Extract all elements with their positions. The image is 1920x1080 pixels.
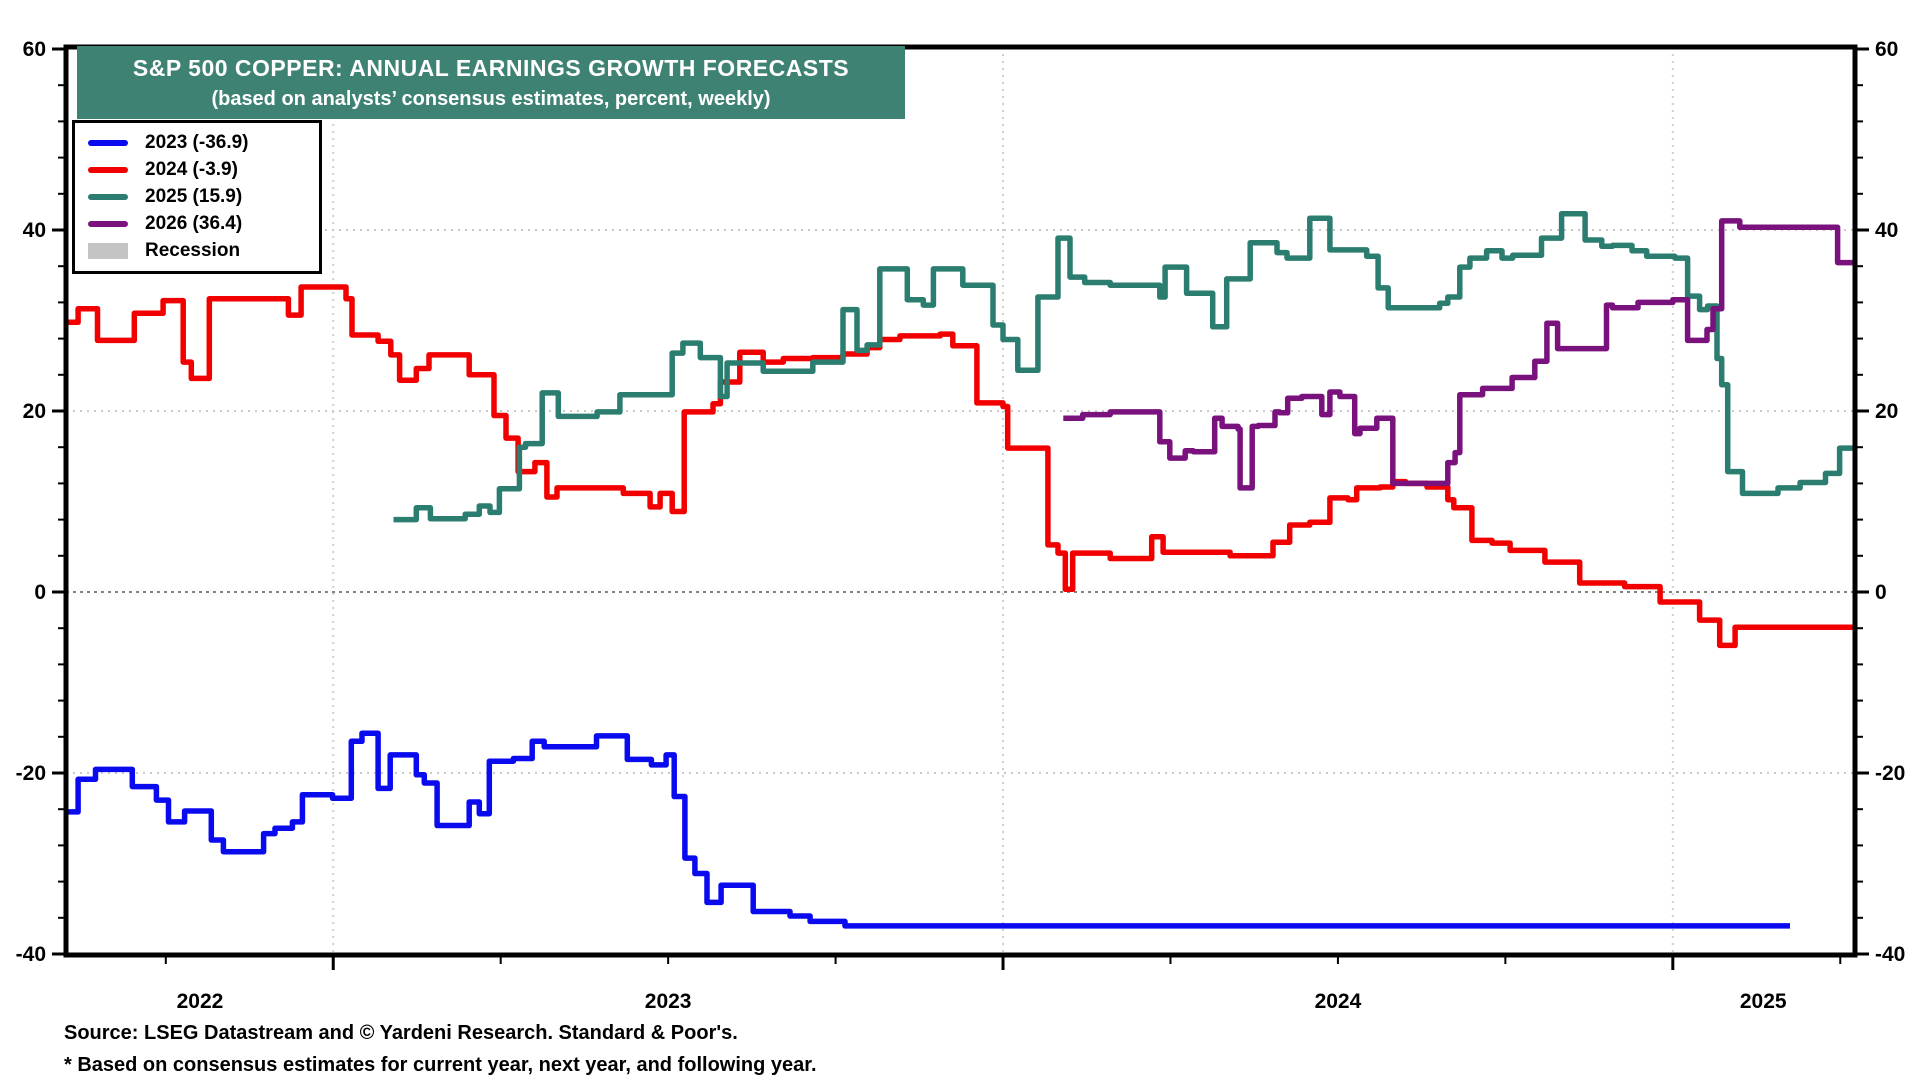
y-axis-label-left: -20 <box>16 762 46 785</box>
plot-border <box>63 44 1858 958</box>
recession-swatch <box>88 242 128 259</box>
legend-label: 2025 (15.9) <box>145 185 243 207</box>
chart-legend: 2023 (-36.9) 2024 (-3.9) 2025 (15.9) 2026 (… <box>72 120 322 274</box>
x-axis-label-2022: 2022 <box>177 990 224 1013</box>
legend-label: 2026 (36.4) <box>145 212 243 234</box>
x-axis-label-2023: 2023 <box>645 990 692 1013</box>
legend-line-swatch <box>88 166 128 173</box>
legend-line-swatch <box>88 193 128 200</box>
legend-line-swatch <box>88 220 128 227</box>
y-axis-label-right: 40 <box>1875 219 1898 242</box>
x-axis-label-2025: 2025 <box>1740 990 1787 1013</box>
legend-label: 2024 (-3.9) <box>145 158 238 180</box>
legend-line-swatch <box>88 139 128 146</box>
y-axis-label-left: 60 <box>23 38 46 61</box>
y-axis-label-left: 20 <box>23 400 46 423</box>
series-line-2023 <box>66 730 1790 929</box>
legend-item-2023: 2023 (-36.9) <box>75 129 319 156</box>
y-axis-label-right: 0 <box>1875 581 1887 604</box>
legend-item-2024: 2024 (-3.9) <box>75 156 319 183</box>
y-axis-label-right: -20 <box>1875 762 1905 785</box>
footnote-text: * Based on consensus estimates for curre… <box>64 1054 817 1076</box>
chart-title: S&P 500 COPPER: ANNUAL EARNINGS GROWTH F… <box>132 55 850 81</box>
legend-item-2025: 2025 (15.9) <box>75 183 319 210</box>
y-axis-label-right: 60 <box>1875 38 1898 61</box>
legend-label: 2023 (-36.9) <box>145 131 249 153</box>
y-axis-label-left: -40 <box>16 943 46 966</box>
y-axis-label-left: 40 <box>23 219 46 242</box>
source-text: Source: LSEG Datastream and © Yardeni Re… <box>64 1022 738 1044</box>
legend-label: Recession <box>145 239 241 261</box>
y-axis-label-left: 0 <box>34 581 46 604</box>
x-axis-label-2024: 2024 <box>1315 990 1362 1013</box>
chart-title-box: S&P 500 COPPER: ANNUAL EARNINGS GROWTH F… <box>77 46 905 119</box>
y-axis-label-right: -40 <box>1875 943 1905 966</box>
legend-item-2026: 2026 (36.4) <box>75 210 319 237</box>
series-line-2025 <box>393 210 1855 523</box>
chart-subtitle: (based on analysts’ consensus estimates,… <box>211 88 771 110</box>
series-line-2026 <box>1063 218 1855 491</box>
legend-item-recession: Recession <box>75 237 319 264</box>
y-axis-label-right: 20 <box>1875 400 1898 423</box>
